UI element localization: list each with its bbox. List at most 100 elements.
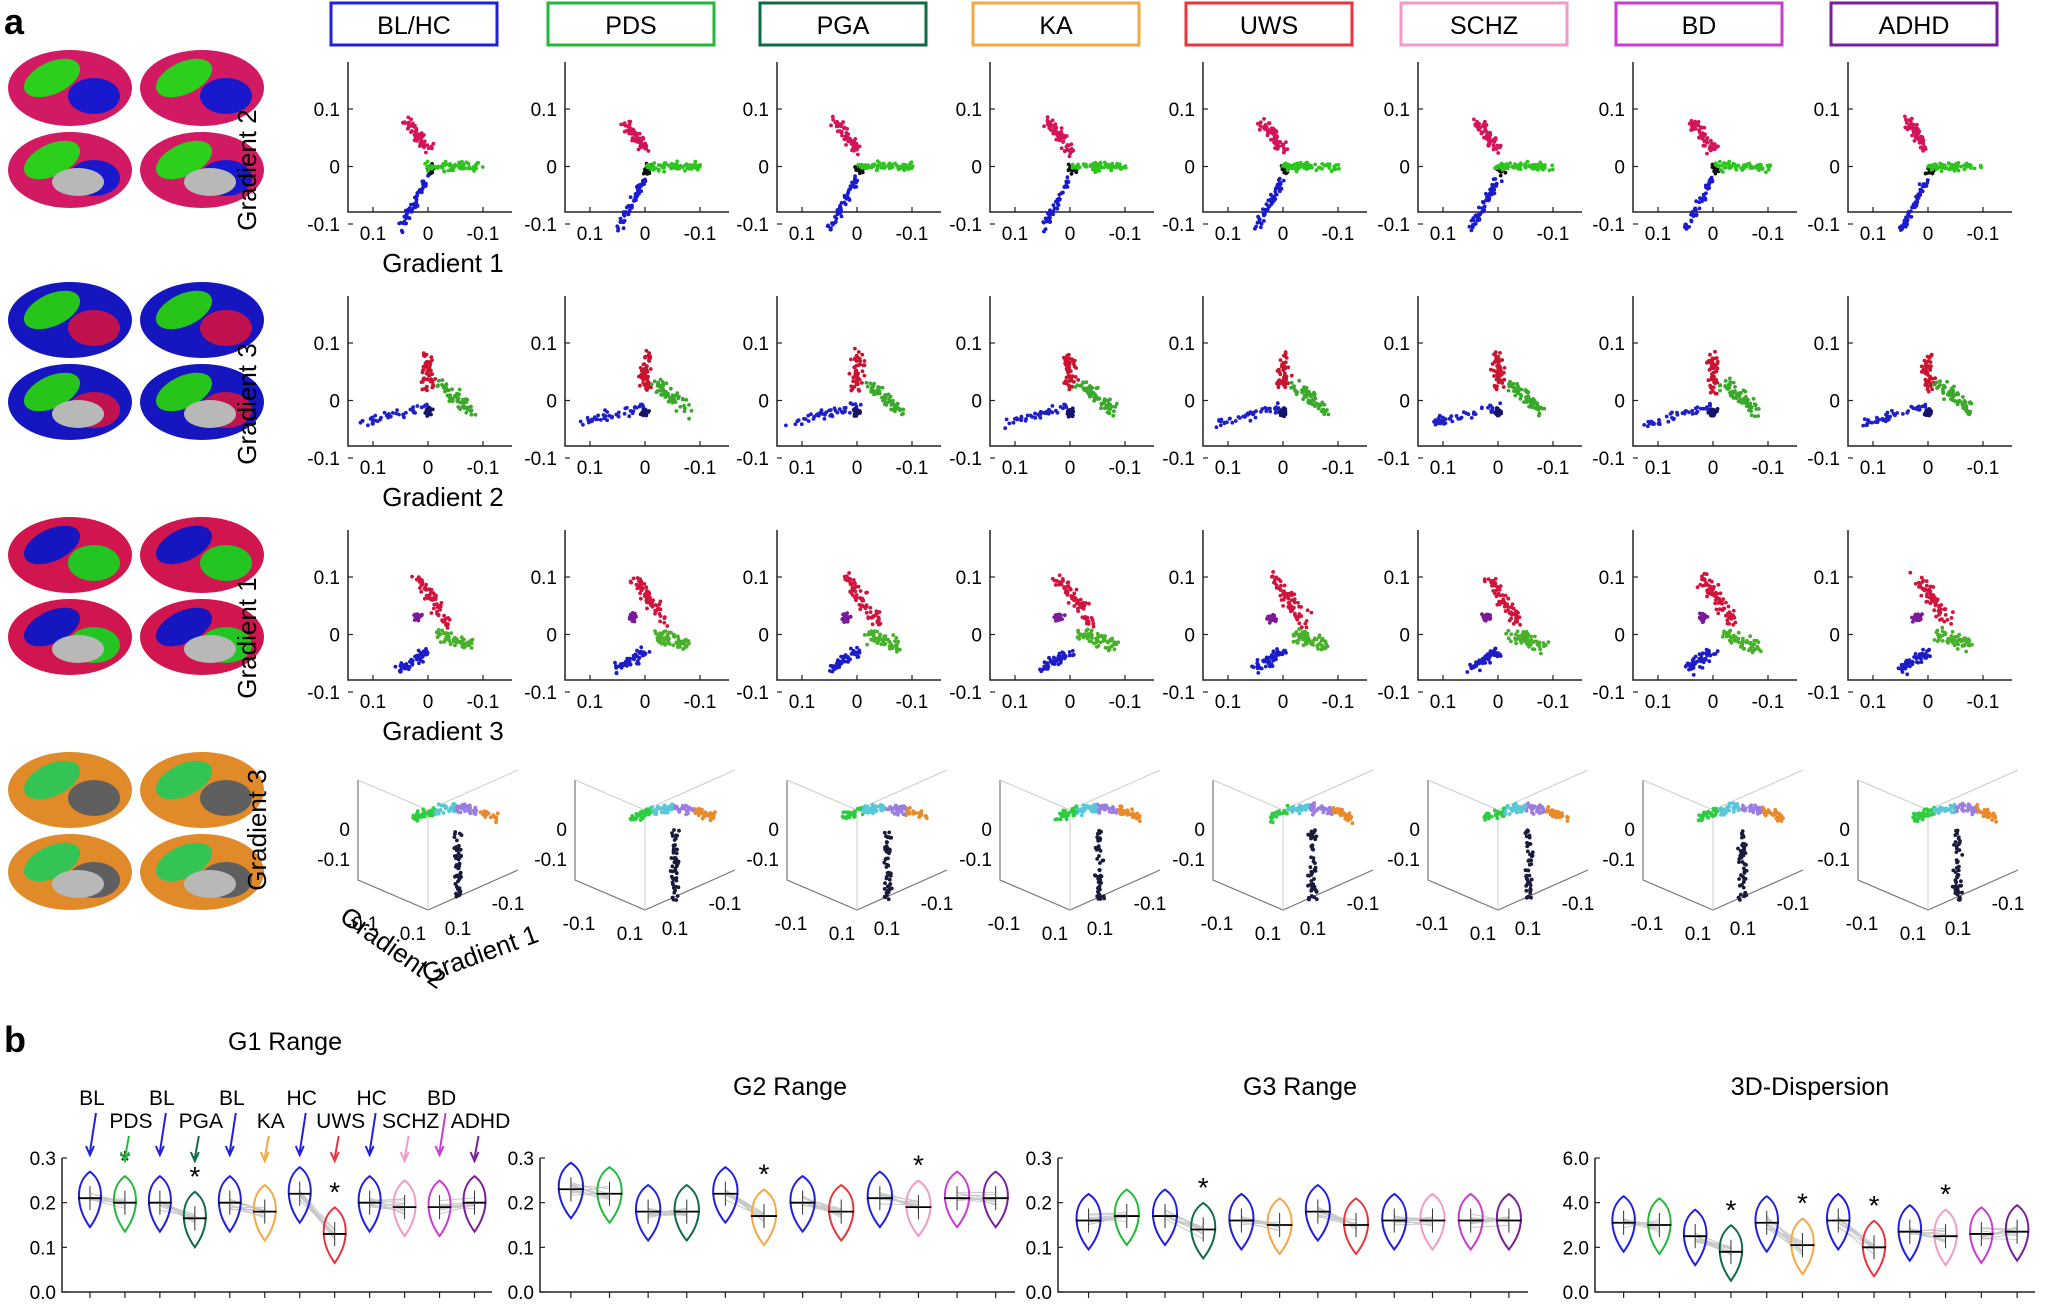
scatter-point bbox=[1019, 416, 1024, 421]
scatter-point bbox=[888, 165, 893, 170]
scatter-point bbox=[876, 618, 881, 623]
scatter-point bbox=[656, 380, 661, 385]
y-tick-label: -0.1 bbox=[307, 215, 340, 236]
scatter-point bbox=[1272, 580, 1276, 585]
scatter-point bbox=[1084, 380, 1089, 385]
y-tick-label: 0.1 bbox=[1599, 568, 1625, 589]
scatter-point bbox=[847, 571, 851, 575]
scatter-point bbox=[1047, 409, 1051, 414]
group-header-label: SCHZ bbox=[1450, 12, 1518, 40]
scatter-point bbox=[1917, 136, 1922, 141]
scatter-point bbox=[1689, 128, 1693, 132]
scatter-point bbox=[1065, 366, 1070, 371]
scatter-point bbox=[429, 144, 434, 149]
axis-lines bbox=[776, 62, 941, 213]
scatter-point bbox=[1716, 144, 1720, 149]
scatter-point bbox=[425, 402, 429, 407]
scatter-point bbox=[848, 137, 853, 142]
scatter-point bbox=[480, 165, 485, 169]
scatter-point bbox=[619, 122, 624, 127]
scatter-g2-g3-pds: 0.10.100-0.1 -0.1 bbox=[524, 296, 729, 479]
scatter-point bbox=[660, 631, 665, 636]
scatter-point bbox=[1547, 168, 1552, 173]
scatter-g1-g2-pds: 0.10.100-0.1 -0.1 bbox=[524, 62, 729, 245]
brain-view bbox=[140, 752, 264, 828]
scatter-point bbox=[1928, 384, 1933, 388]
scatter-point bbox=[634, 133, 639, 138]
scatter-point bbox=[426, 173, 430, 178]
scatter-point bbox=[689, 408, 694, 413]
scatter-point bbox=[1245, 411, 1250, 416]
scatter-point bbox=[1332, 167, 1336, 172]
y-tick-label: 0.1 bbox=[743, 334, 769, 355]
scatter-point bbox=[1273, 189, 1278, 194]
y-tick-label: 0.1 bbox=[531, 100, 557, 121]
y-tick-label: 0 bbox=[1184, 158, 1195, 179]
y-tick-label: 0 bbox=[546, 626, 557, 647]
scatter-point bbox=[890, 399, 895, 403]
scatter-point bbox=[687, 403, 691, 407]
scatter-point bbox=[1713, 391, 1718, 396]
scatter-point bbox=[1263, 664, 1268, 669]
scatter-point bbox=[1946, 161, 1951, 166]
scatter-point bbox=[1496, 151, 1501, 155]
scatter-point bbox=[793, 422, 798, 427]
scatter-point bbox=[693, 159, 698, 164]
scatter-point bbox=[1697, 128, 1702, 133]
scatter-point bbox=[442, 613, 446, 618]
axis-lines bbox=[564, 62, 729, 213]
scatter-point bbox=[1266, 207, 1270, 212]
scatter-point bbox=[426, 366, 431, 370]
scatter-point bbox=[1336, 162, 1341, 167]
group-header-box bbox=[1829, 1, 1999, 47]
scatter-point bbox=[622, 121, 627, 125]
scatter-point bbox=[830, 222, 835, 227]
scatter-point bbox=[1069, 142, 1074, 147]
scatter-point bbox=[1519, 162, 1523, 167]
scatter-point bbox=[682, 403, 686, 408]
scatter-point bbox=[1496, 591, 1501, 596]
scatter-point bbox=[1700, 574, 1704, 579]
scatter-point bbox=[672, 397, 677, 402]
scatter-point bbox=[1469, 416, 1474, 420]
x-tick-label: -0.1 bbox=[1752, 692, 1785, 713]
brain-view bbox=[8, 282, 132, 358]
y-tick-label: -0.1 bbox=[307, 683, 340, 704]
scatter-point bbox=[853, 581, 857, 586]
scatter-point bbox=[658, 614, 663, 618]
scatter-point bbox=[1523, 388, 1528, 392]
brain-region bbox=[200, 545, 252, 581]
scatter-point bbox=[848, 401, 853, 406]
scatter-point bbox=[639, 584, 643, 589]
scatter-point bbox=[831, 117, 835, 122]
scatter-point bbox=[1915, 405, 1920, 410]
scatter-point bbox=[448, 393, 453, 398]
brain-region bbox=[155, 290, 213, 330]
x-tick-label: 0.1 bbox=[1645, 224, 1671, 245]
x-tick-label: -0.1 bbox=[1967, 458, 2000, 479]
scatter-point bbox=[1728, 390, 1732, 395]
scatter-point bbox=[1310, 402, 1315, 407]
scatter-point bbox=[402, 120, 407, 124]
scatter-point bbox=[1865, 421, 1870, 425]
scatter-point bbox=[1305, 631, 1310, 636]
scatter-point bbox=[1067, 384, 1072, 389]
scatter-point bbox=[444, 382, 449, 387]
scatter-point bbox=[878, 632, 882, 637]
scatter-point bbox=[1054, 408, 1058, 413]
scatter-point bbox=[646, 589, 650, 594]
scatter-point bbox=[649, 382, 654, 387]
scatter-point bbox=[1917, 182, 1922, 187]
scatter-point bbox=[1698, 659, 1703, 664]
scatter-point bbox=[1281, 604, 1285, 608]
scatter-point bbox=[854, 353, 859, 358]
scatter-point bbox=[409, 130, 413, 135]
scatter-point bbox=[1499, 368, 1503, 373]
scatter-point bbox=[634, 185, 639, 189]
scatter-point bbox=[839, 130, 844, 135]
scatter-point bbox=[1300, 390, 1305, 395]
scatter-point bbox=[426, 146, 431, 151]
scatter-point bbox=[811, 417, 816, 421]
scatter-point bbox=[1875, 415, 1879, 420]
